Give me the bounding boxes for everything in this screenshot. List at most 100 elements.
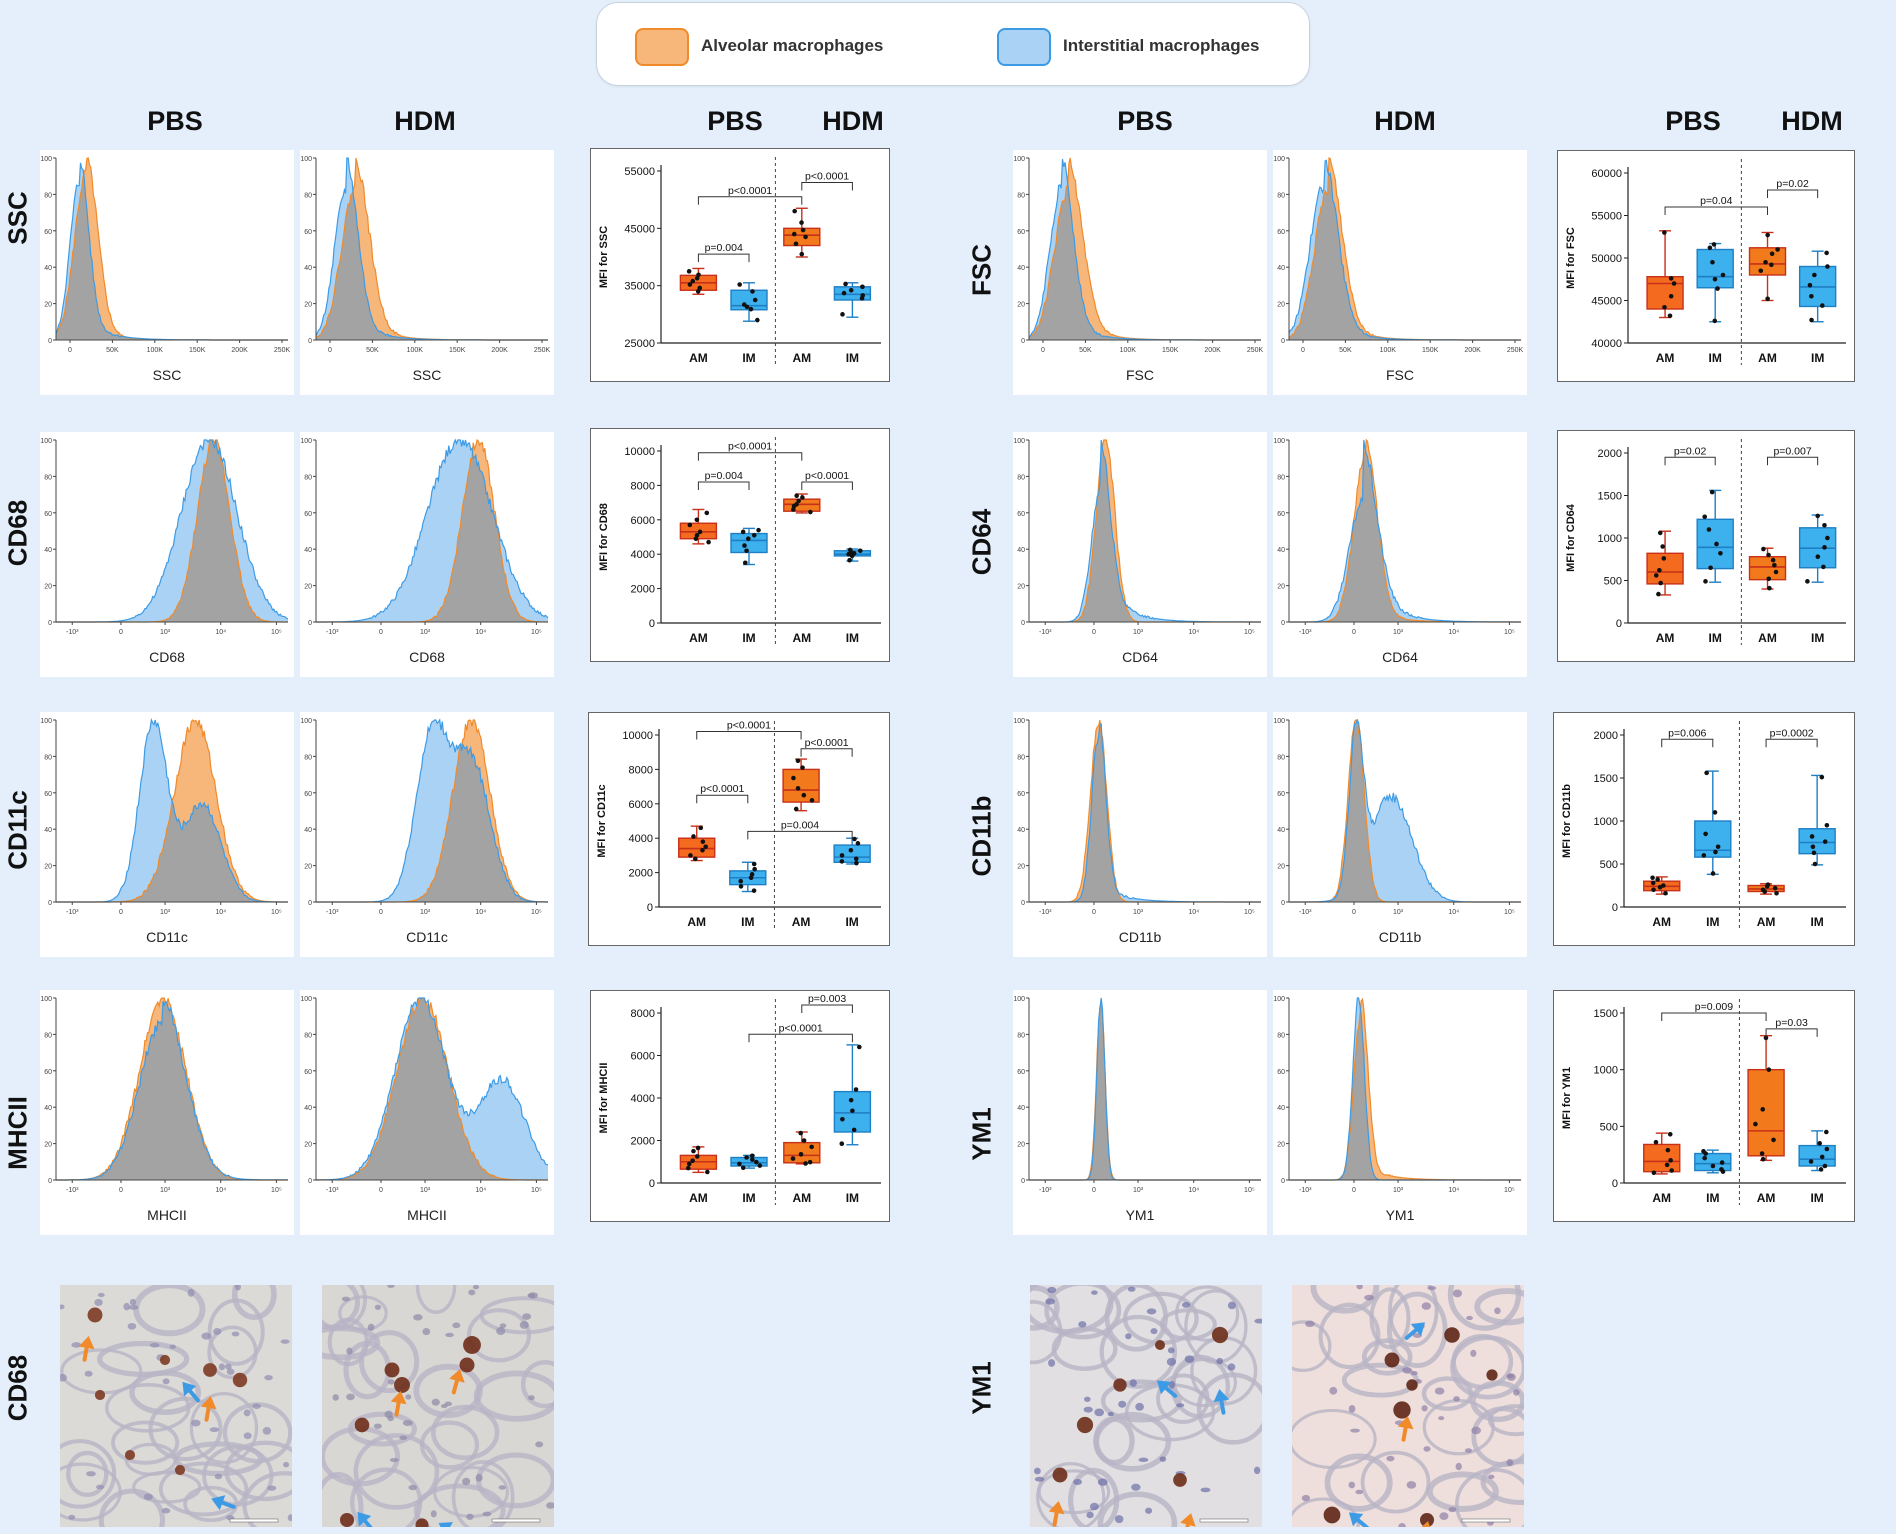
nucleus <box>387 1415 394 1422</box>
x-tick-label: 150K <box>1162 347 1179 354</box>
x-tick-label: 0 <box>1041 347 1045 354</box>
data-point <box>1815 513 1820 519</box>
data-point <box>1774 890 1779 896</box>
x-tick-label: -10³ <box>1299 1187 1312 1194</box>
x-tick-label: 200K <box>1204 347 1221 354</box>
y-tick-label: 0 <box>1021 1178 1025 1185</box>
x-tick-label: 10⁵ <box>1244 909 1255 916</box>
nucleus <box>1227 1363 1236 1371</box>
data-point <box>1667 1131 1673 1137</box>
data-point <box>1808 1159 1814 1164</box>
data-point <box>750 1157 755 1162</box>
stained-cell <box>1052 1467 1068 1483</box>
data-point <box>706 539 711 545</box>
x-tick-label: 10⁴ <box>215 909 226 916</box>
nucleus <box>1083 1406 1093 1413</box>
y-tick-label: 80 <box>1017 474 1025 481</box>
interstitial-line <box>1029 439 1261 623</box>
stained-cell <box>463 1336 481 1354</box>
data-point <box>808 509 813 515</box>
y-tick-label: 80 <box>304 1032 312 1039</box>
nucleus <box>430 1510 437 1518</box>
alveolar-wall <box>1030 1285 1060 1331</box>
box-am <box>1646 275 1684 310</box>
nucleus <box>387 1379 395 1385</box>
y-tick-label: 60 <box>1277 511 1285 518</box>
y-tick-label: 20 <box>44 1142 52 1149</box>
significance-bracket <box>697 452 803 461</box>
data-point <box>1712 810 1718 815</box>
nucleus <box>1402 1367 1412 1374</box>
y-tick-label: 20 <box>304 1142 312 1149</box>
data-point <box>1822 839 1828 844</box>
y-tick-label: 100 <box>300 996 312 1003</box>
data-point <box>799 220 804 225</box>
data-point <box>1821 564 1826 570</box>
significance-bracket <box>1661 1012 1767 1021</box>
data-point <box>1771 1137 1776 1143</box>
data-point <box>1713 849 1718 855</box>
y-tick-label: 0 <box>1021 620 1025 627</box>
x-axis-label: CD11b <box>1118 929 1162 945</box>
data-point <box>790 1156 796 1161</box>
row-label-cd64: CD64 <box>966 508 997 576</box>
x-tick-label: 10³ <box>1133 629 1144 636</box>
overlap-area <box>316 998 548 1180</box>
alveolar-wall <box>1474 1288 1524 1326</box>
interstitial-line <box>1029 997 1261 1181</box>
alveolar-wall <box>1093 1416 1135 1466</box>
nucleus <box>169 1344 176 1349</box>
p-value-label: p=0.007 <box>1773 445 1811 457</box>
y-tick-label: 1000 <box>1594 1065 1618 1077</box>
data-point <box>1715 286 1720 291</box>
x-axis-label: SSC <box>412 367 442 383</box>
y-tick-label: 20 <box>44 864 52 871</box>
data-point <box>794 493 799 499</box>
y-tick-label: 20 <box>304 584 312 591</box>
data-point <box>751 861 757 867</box>
p-value-label: p=0.004 <box>705 242 743 254</box>
data-point <box>1765 882 1771 887</box>
interstitial-line <box>1029 722 1261 903</box>
box-im <box>1694 820 1732 858</box>
histogram-svg: 0 20 40 60 80 100 -10³ 0 10³ 10⁴ 10⁵ <box>300 718 548 916</box>
x-tick-label: 10⁴ <box>215 1187 226 1194</box>
stained-cell <box>1444 1327 1460 1343</box>
x-tick-label: -10³ <box>1039 629 1052 636</box>
arrow-head <box>182 1381 197 1397</box>
y-tick-label: 20 <box>1017 584 1025 591</box>
histogram-svg: 0 20 40 60 80 100 -10³ 0 10³ 10⁴ 10⁵ <box>1273 996 1521 1194</box>
x-axis-label: CD64 <box>1122 649 1158 665</box>
interstitial-area <box>1029 724 1261 902</box>
x-tick-label: 0 <box>1352 909 1356 916</box>
p-value-label: p=0.03 <box>1775 1017 1808 1029</box>
y-tick-label: 40 <box>304 827 312 834</box>
y-tick-label: 8000 <box>631 1008 655 1020</box>
x-tick-label: 10⁵ <box>271 629 282 636</box>
data-point <box>697 285 703 291</box>
col-header-left-box-hdm: HDM <box>822 106 884 136</box>
scale-bar <box>229 1518 279 1523</box>
y-tick-label: 4000 <box>631 1093 655 1105</box>
y-tick-label: 6000 <box>631 515 655 527</box>
data-point <box>798 1152 804 1157</box>
data-point <box>752 297 758 303</box>
nucleus <box>1107 1411 1114 1417</box>
y-tick-label: 60 <box>304 1069 312 1076</box>
x-tick-label: AM <box>689 351 708 365</box>
box-im <box>833 844 871 863</box>
alveolar-wall <box>1292 1320 1332 1373</box>
alveolar-wall <box>1471 1406 1524 1468</box>
box-im <box>730 532 768 554</box>
x-axis-label: SSC <box>152 367 182 383</box>
nucleus <box>283 1461 290 1468</box>
x-tick-label: IM <box>845 915 858 929</box>
x-tick-label: 0 <box>379 1187 383 1194</box>
alveolar-wall <box>322 1325 381 1361</box>
data-point <box>1815 554 1821 559</box>
nucleus <box>1047 1286 1057 1294</box>
nucleus <box>1453 1396 1460 1402</box>
y-tick-label: 100 <box>1013 156 1025 163</box>
nucleus <box>1129 1379 1137 1387</box>
nucleus <box>1145 1507 1153 1514</box>
